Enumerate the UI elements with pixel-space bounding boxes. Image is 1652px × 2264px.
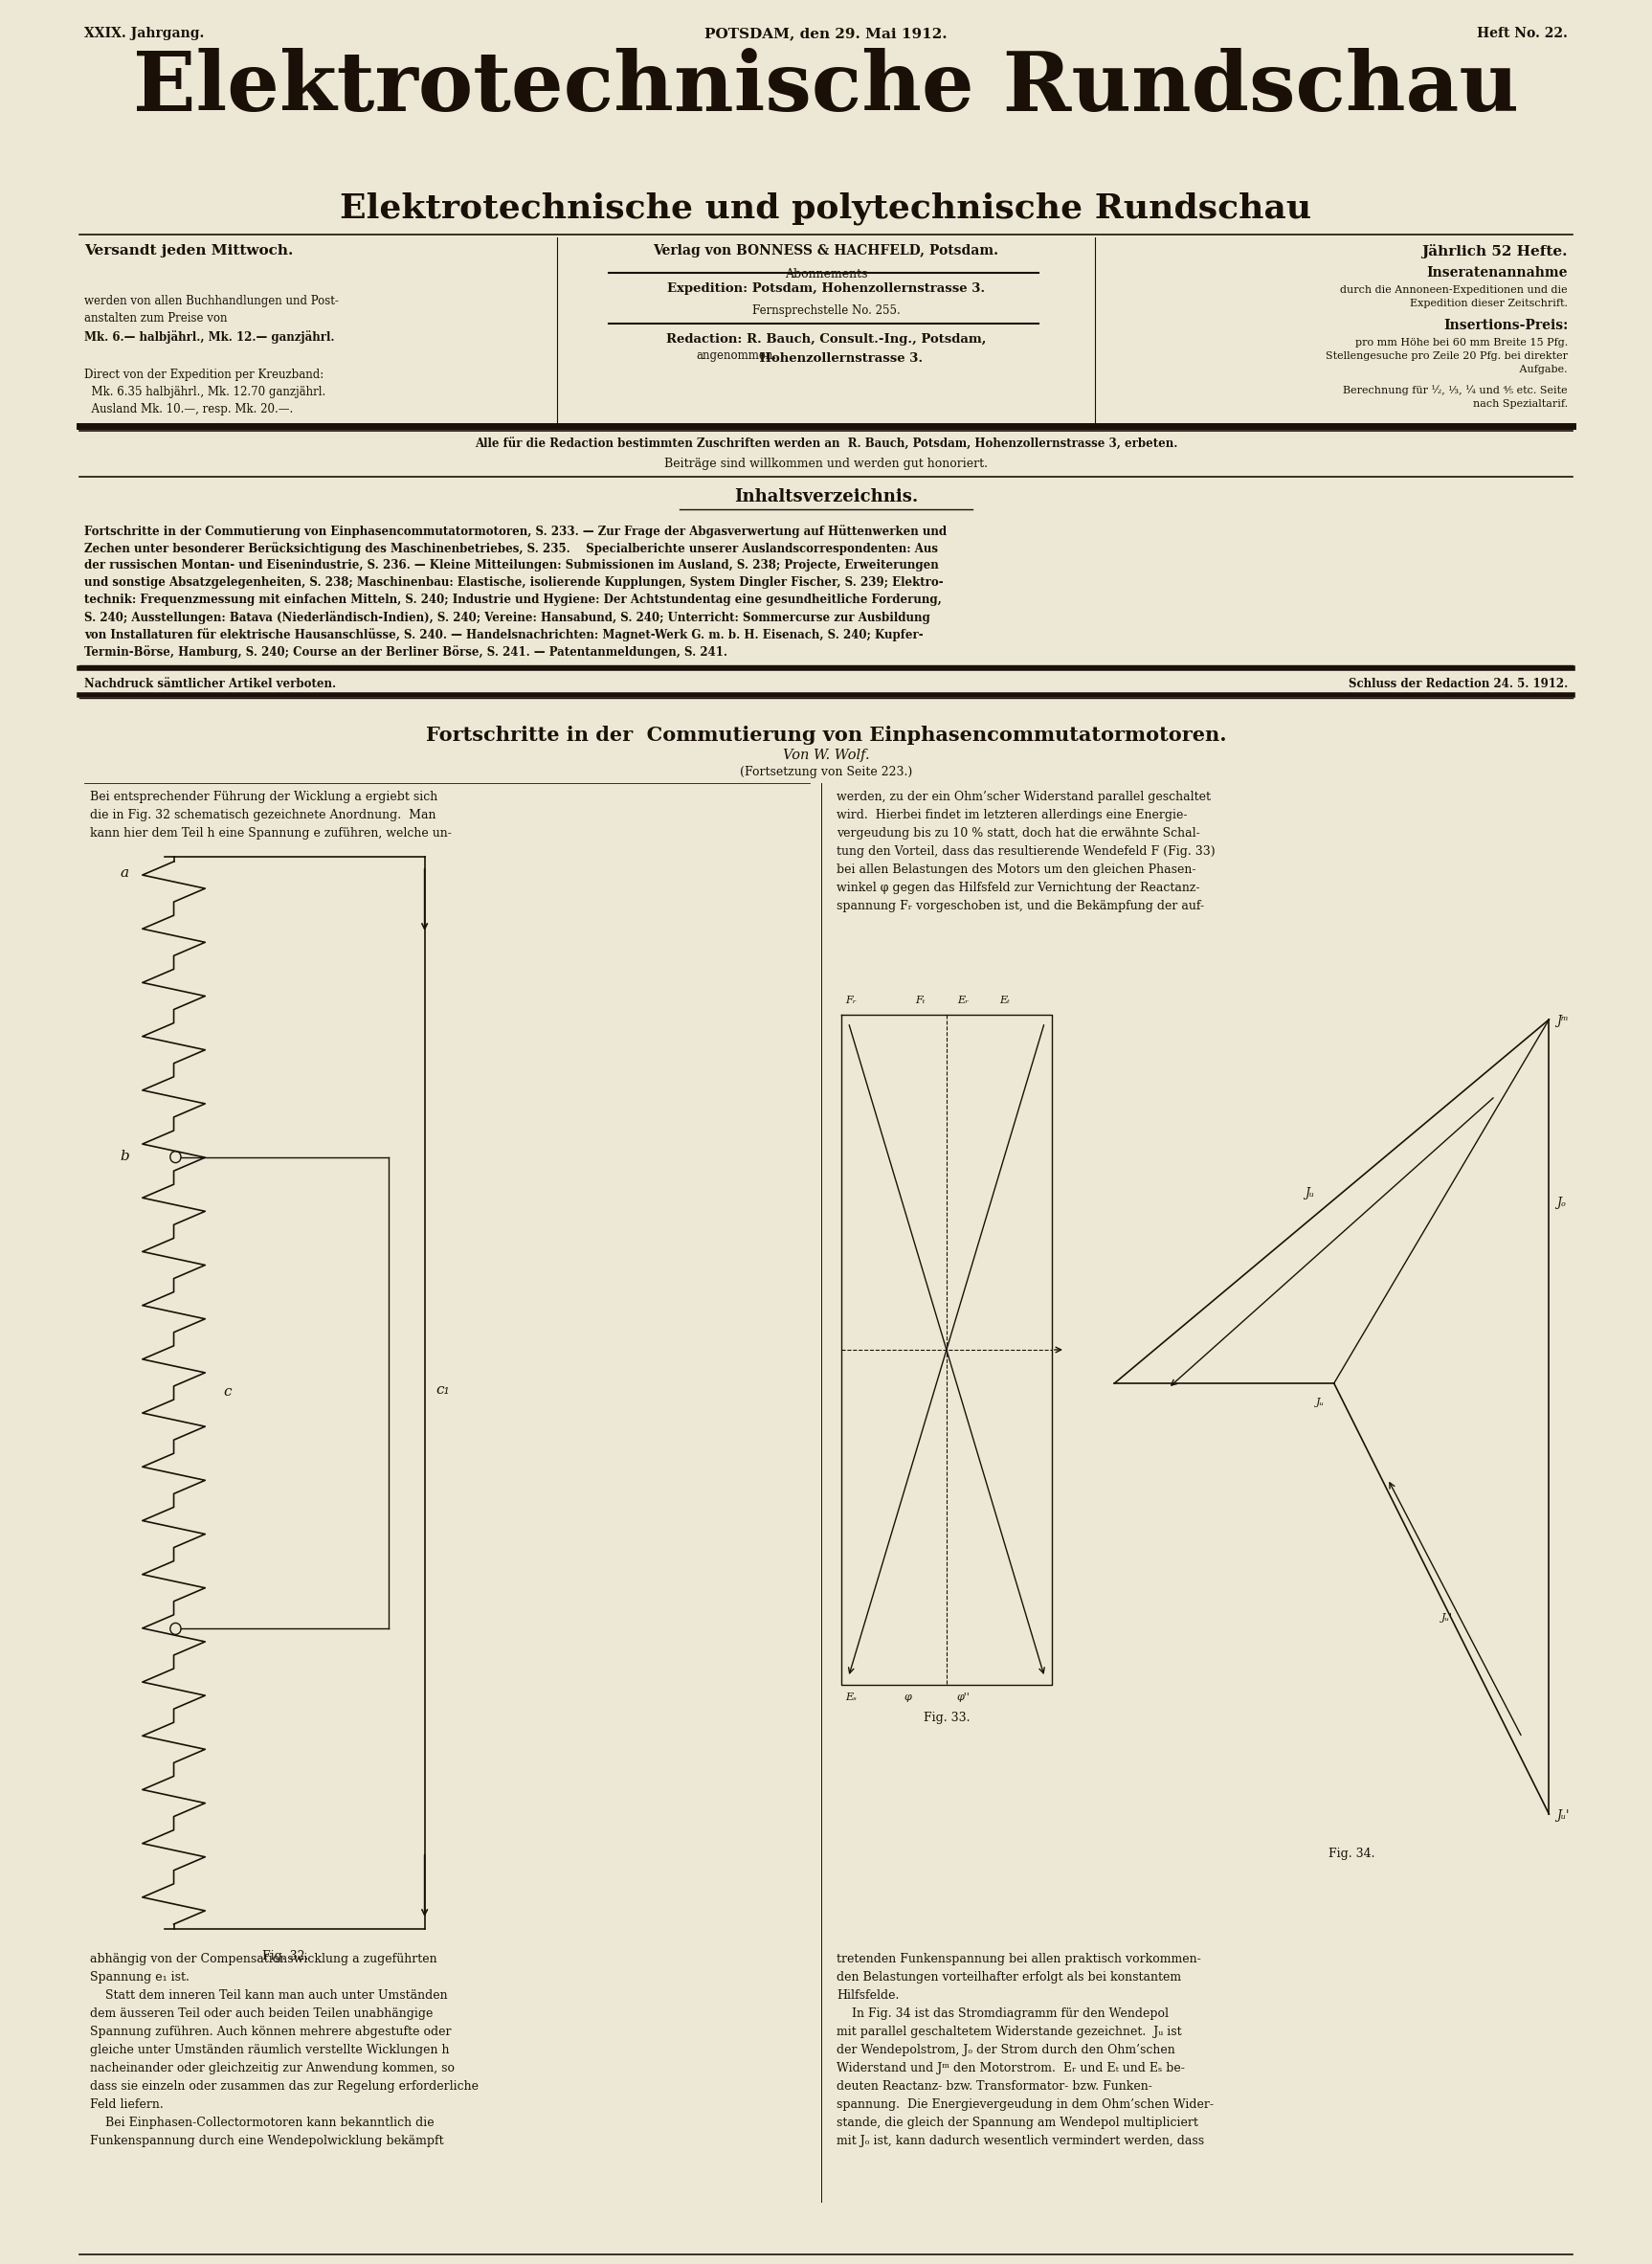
Text: Insertions-Preis:: Insertions-Preis:	[1444, 319, 1568, 333]
Text: Bei Einphasen-Collectormotoren kann bekanntlich die: Bei Einphasen-Collectormotoren kann beka…	[91, 2117, 434, 2128]
Text: Jᵤ: Jᵤ	[1317, 1397, 1325, 1408]
Text: mit Jₒ ist, kann dadurch wesentlich vermindert werden, dass: mit Jₒ ist, kann dadurch wesentlich verm…	[838, 2135, 1204, 2146]
Text: deuten Reactanz- bzw. Transformator- bzw. Funken-: deuten Reactanz- bzw. Transformator- bzw…	[838, 2081, 1153, 2092]
Text: dass sie einzeln oder zusammen das zur Regelung erforderliche: dass sie einzeln oder zusammen das zur R…	[91, 2081, 479, 2092]
Text: von Installaturen für elektrische Hausanschlüsse, S. 240. — Handelsnachrichten: : von Installaturen für elektrische Hausan…	[84, 627, 923, 641]
Text: Fᵣ: Fᵣ	[846, 996, 857, 1005]
Text: (Fortsetzung von Seite 223.): (Fortsetzung von Seite 223.)	[740, 765, 912, 779]
Text: Spannung zuführen. Auch können mehrere abgestufte oder: Spannung zuführen. Auch können mehrere a…	[91, 2026, 451, 2038]
Text: Schluss der Redaction 24. 5. 1912.: Schluss der Redaction 24. 5. 1912.	[1348, 677, 1568, 691]
Text: Spannung e₁ ist.: Spannung e₁ ist.	[91, 1972, 190, 1983]
Text: winkel φ gegen das Hilfsfeld zur Vernichtung der Reactanz-: winkel φ gegen das Hilfsfeld zur Vernich…	[838, 881, 1199, 894]
Text: Fernsprechstelle No. 255.: Fernsprechstelle No. 255.	[752, 303, 900, 317]
Text: Nachdruck sämtlicher Artikel verboten.: Nachdruck sämtlicher Artikel verboten.	[84, 677, 335, 691]
Text: pro mm Höhe bei 60 mm Breite 15 Pfg.
Stellengesuche pro Zeile 20 Pfg. bei direkt: pro mm Höhe bei 60 mm Breite 15 Pfg. Ste…	[1325, 337, 1568, 374]
Text: Jᵤ': Jᵤ'	[1442, 1612, 1454, 1623]
Text: die in Fig. 32 schematisch gezeichnete Anordnung.  Man: die in Fig. 32 schematisch gezeichnete A…	[91, 808, 436, 822]
Text: Eₜ: Eₜ	[999, 996, 1009, 1005]
Text: Statt dem inneren Teil kann man auch unter Umständen: Statt dem inneren Teil kann man auch unt…	[91, 1990, 448, 2001]
Text: dem äusseren Teil oder auch beiden Teilen unabhängige: dem äusseren Teil oder auch beiden Teile…	[91, 2008, 433, 2019]
Text: Jährlich 52 Hefte.: Jährlich 52 Hefte.	[1422, 245, 1568, 258]
Text: werden, zu der ein Ohm’scher Widerstand parallel geschaltet: werden, zu der ein Ohm’scher Widerstand …	[838, 790, 1211, 804]
Text: spannung Fᵣ vorgeschoben ist, und die Bekämpfung der auf-: spannung Fᵣ vorgeschoben ist, und die Be…	[838, 899, 1204, 912]
Text: XXIX. Jahrgang.: XXIX. Jahrgang.	[84, 27, 205, 41]
Text: Mk. 6.— halbjährl., Mk. 12.— ganzjährl.: Mk. 6.— halbjährl., Mk. 12.— ganzjährl.	[84, 331, 334, 344]
Text: Jᵤ': Jᵤ'	[1556, 1809, 1569, 1823]
Text: Hilfsfelde.: Hilfsfelde.	[838, 1990, 899, 2001]
Text: durch die Annoneen-Expeditionen und die
Expedition dieser Zeitschrift.: durch die Annoneen-Expeditionen und die …	[1340, 285, 1568, 308]
Text: Feld liefern.: Feld liefern.	[91, 2099, 164, 2110]
Text: Jₒ: Jₒ	[1556, 1198, 1566, 1209]
Text: Direct von der Expedition per Kreuzband:
  Mk. 6.35 halbjährl., Mk. 12.70 ganzjä: Direct von der Expedition per Kreuzband:…	[84, 369, 325, 417]
Text: Eₛ: Eₛ	[846, 1693, 857, 1703]
Text: Fortschritte in der Commutierung von Einphasencommutatormotoren, S. 233. — Zur F: Fortschritte in der Commutierung von Ein…	[84, 525, 947, 539]
Text: Berechnung für ½, ⅓, ¼ und ⅘ etc. Seite
      nach Spezialtarif.: Berechnung für ½, ⅓, ¼ und ⅘ etc. Seite …	[1343, 385, 1568, 408]
Text: Verlag von BONNESS & HACHFELD, Potsdam.: Verlag von BONNESS & HACHFELD, Potsdam.	[653, 245, 999, 258]
Text: Inseratenannahme: Inseratenannahme	[1427, 267, 1568, 278]
Text: den Belastungen vorteilhafter erfolgt als bei konstantem: den Belastungen vorteilhafter erfolgt al…	[838, 1972, 1181, 1983]
Text: Expedition: Potsdam, Hohenzollernstrasse 3.: Expedition: Potsdam, Hohenzollernstrasse…	[667, 283, 985, 294]
Text: Zechen unter besonderer Berücksichtigung des Maschinenbetriebes, S. 235.    Spec: Zechen unter besonderer Berücksichtigung…	[84, 541, 938, 555]
Text: angenommen.: angenommen.	[695, 349, 776, 362]
Text: Redaction: R. Bauch, Consult.-Ing., Potsdam,
       Hohenzollernstrasse 3.: Redaction: R. Bauch, Consult.-Ing., Pots…	[666, 333, 986, 365]
Text: a: a	[121, 867, 129, 881]
Text: Jᵐ: Jᵐ	[1556, 1014, 1568, 1028]
Text: Eᵣ: Eᵣ	[957, 996, 968, 1005]
Text: c₁: c₁	[436, 1383, 449, 1397]
Text: Termin-Börse, Hamburg, S. 240; Course an der Berliner Börse, S. 241. — Patentanm: Termin-Börse, Hamburg, S. 240; Course an…	[84, 645, 727, 659]
Text: mit parallel geschaltetem Widerstande gezeichnet.  Jᵤ ist: mit parallel geschaltetem Widerstande ge…	[838, 2026, 1181, 2038]
Text: Inhaltsverzeichnis.: Inhaltsverzeichnis.	[733, 489, 919, 505]
Text: Fig. 32.: Fig. 32.	[263, 1949, 309, 1963]
Text: S. 240; Ausstellungen: Batava (Niederländisch-Indien), S. 240; Vereine: Hansabun: S. 240; Ausstellungen: Batava (Niederlän…	[84, 611, 930, 625]
Text: gleiche unter Umständen räumlich verstellte Wicklungen h: gleiche unter Umständen räumlich verstel…	[91, 2044, 449, 2056]
Text: Funkenspannung durch eine Wendepolwicklung bekämpft: Funkenspannung durch eine Wendepolwicklu…	[91, 2135, 444, 2146]
Text: Alle für die Redaction bestimmten Zuschriften werden an  R. Bauch, Potsdam, Hohe: Alle für die Redaction bestimmten Zuschr…	[474, 439, 1178, 451]
Text: Von W. Wolf.: Von W. Wolf.	[783, 749, 869, 763]
Text: φ: φ	[904, 1693, 912, 1703]
Text: Fig. 33.: Fig. 33.	[923, 1712, 970, 1725]
Text: b: b	[121, 1150, 129, 1164]
Text: der Wendepolstrom, Jₒ der Strom durch den Ohm’schen: der Wendepolstrom, Jₒ der Strom durch de…	[838, 2044, 1175, 2056]
Text: wird.  Hierbei findet im letzteren allerdings eine Energie-: wird. Hierbei findet im letzteren allerd…	[838, 808, 1188, 822]
Text: stande, die gleich der Spannung am Wendepol multipliciert: stande, die gleich der Spannung am Wende…	[838, 2117, 1198, 2128]
Text: Elektrotechnische und polytechnische Rundschau: Elektrotechnische und polytechnische Run…	[340, 192, 1312, 224]
Text: In Fig. 34 ist das Stromdiagramm für den Wendepol: In Fig. 34 ist das Stromdiagramm für den…	[838, 2008, 1170, 2019]
Text: technik: Frequenzmessung mit einfachen Mitteln, S. 240; Industrie und Hygiene: D: technik: Frequenzmessung mit einfachen M…	[84, 593, 942, 607]
Text: nacheinander oder gleichzeitig zur Anwendung kommen, so: nacheinander oder gleichzeitig zur Anwen…	[91, 2063, 454, 2074]
Text: Abonnements: Abonnements	[785, 267, 867, 281]
Text: Versandt jeden Mittwoch.: Versandt jeden Mittwoch.	[84, 245, 292, 258]
Text: c: c	[223, 1386, 231, 1399]
Text: der russischen Montan- und Eisenindustrie, S. 236. — Kleine Mitteilungen: Submis: der russischen Montan- und Eisenindustri…	[84, 559, 938, 571]
Text: und sonstige Absatzgelegenheiten, S. 238; Maschinenbau: Elastische, isolierende : und sonstige Absatzgelegenheiten, S. 238…	[84, 577, 943, 589]
Text: φ'': φ''	[957, 1693, 970, 1703]
Text: Jᵤ: Jᵤ	[1305, 1186, 1315, 1200]
Text: abhängig von der Compensationswicklung a zugeführten: abhängig von der Compensationswicklung a…	[91, 1954, 438, 1965]
Text: POTSDAM, den 29. Mai 1912.: POTSDAM, den 29. Mai 1912.	[705, 27, 947, 41]
Text: Heft No. 22.: Heft No. 22.	[1477, 27, 1568, 41]
Text: Widerstand und Jᵐ den Motorstrom.  Eᵣ und Eₜ und Eₛ be-: Widerstand und Jᵐ den Motorstrom. Eᵣ und…	[838, 2063, 1184, 2074]
Text: Fortschritte in der  Commutierung von Einphasencommutatormotoren.: Fortschritte in der Commutierung von Ein…	[426, 727, 1226, 745]
Text: Fₜ: Fₜ	[915, 996, 925, 1005]
Text: kann hier dem Teil h eine Spannung e zuführen, welche un-: kann hier dem Teil h eine Spannung e zuf…	[91, 826, 453, 840]
Text: vergeudung bis zu 10 % statt, doch hat die erwähnte Schal-: vergeudung bis zu 10 % statt, doch hat d…	[838, 826, 1201, 840]
Text: tung den Vorteil, dass das resultierende Wendefeld F (Fig. 33): tung den Vorteil, dass das resultierende…	[838, 844, 1216, 858]
Text: werden von allen Buchhandlungen und Post-
anstalten zum Preise von: werden von allen Buchhandlungen und Post…	[84, 294, 339, 324]
Text: spannung.  Die Energievergeudung in dem Ohm’schen Wider-: spannung. Die Energievergeudung in dem O…	[838, 2099, 1214, 2110]
Text: Beiträge sind willkommen und werden gut honoriert.: Beiträge sind willkommen und werden gut …	[664, 457, 988, 471]
Text: bei allen Belastungen des Motors um den gleichen Phasen-: bei allen Belastungen des Motors um den …	[838, 863, 1196, 876]
Text: Bei entsprechender Führung der Wicklung a ergiebt sich: Bei entsprechender Führung der Wicklung …	[91, 790, 438, 804]
Text: Fig. 34.: Fig. 34.	[1328, 1847, 1374, 1861]
Text: Elektrotechnische Rundschau: Elektrotechnische Rundschau	[134, 48, 1518, 129]
Text: tretenden Funkenspannung bei allen praktisch vorkommen-: tretenden Funkenspannung bei allen prakt…	[838, 1954, 1201, 1965]
